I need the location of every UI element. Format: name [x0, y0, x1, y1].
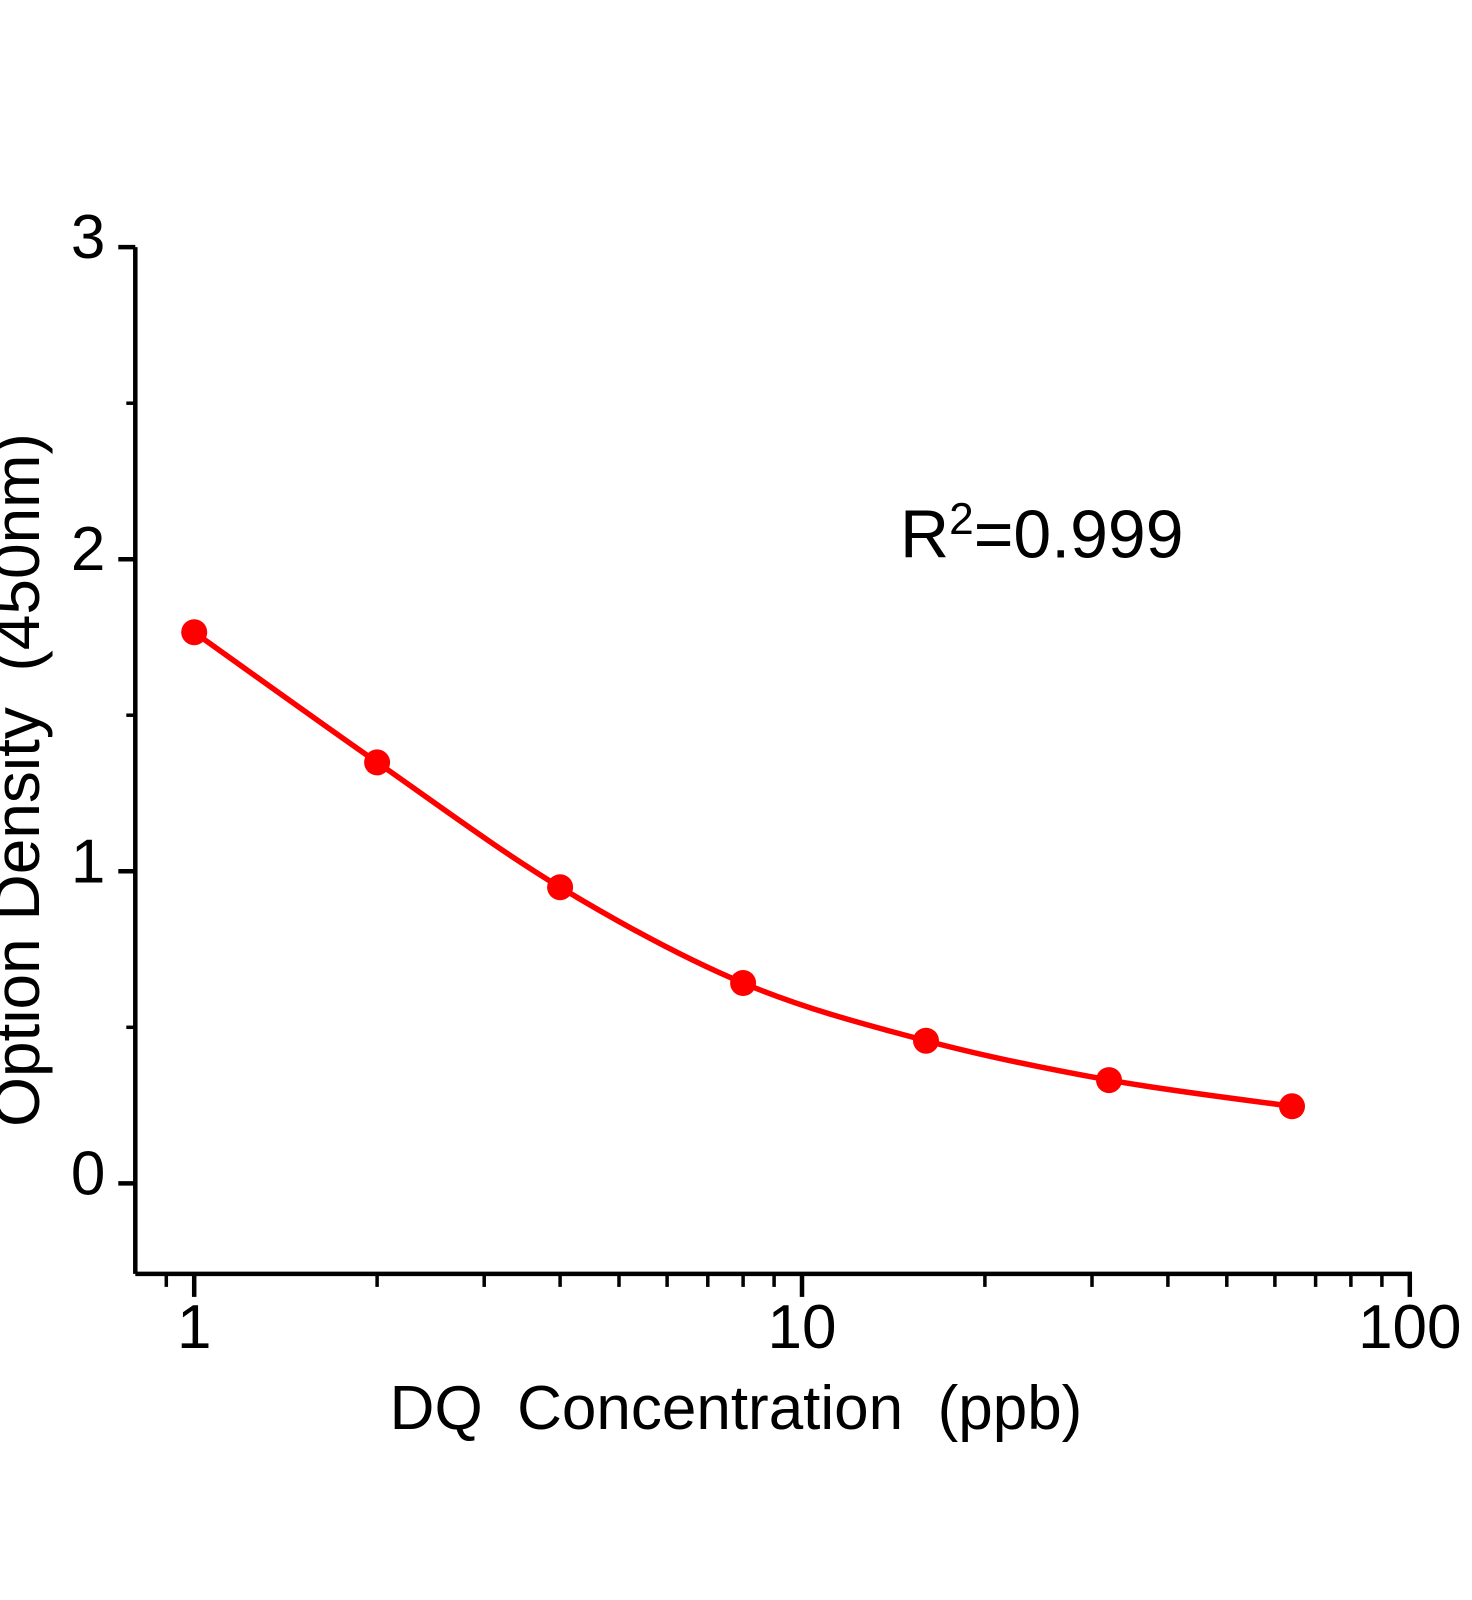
svg-text:10: 10: [768, 1293, 837, 1362]
svg-text:3: 3: [71, 203, 105, 272]
svg-text:1: 1: [71, 827, 105, 896]
svg-text:0: 0: [71, 1139, 105, 1208]
svg-text:2: 2: [71, 515, 105, 584]
svg-text:100: 100: [1358, 1293, 1461, 1362]
svg-text:1: 1: [177, 1293, 211, 1362]
